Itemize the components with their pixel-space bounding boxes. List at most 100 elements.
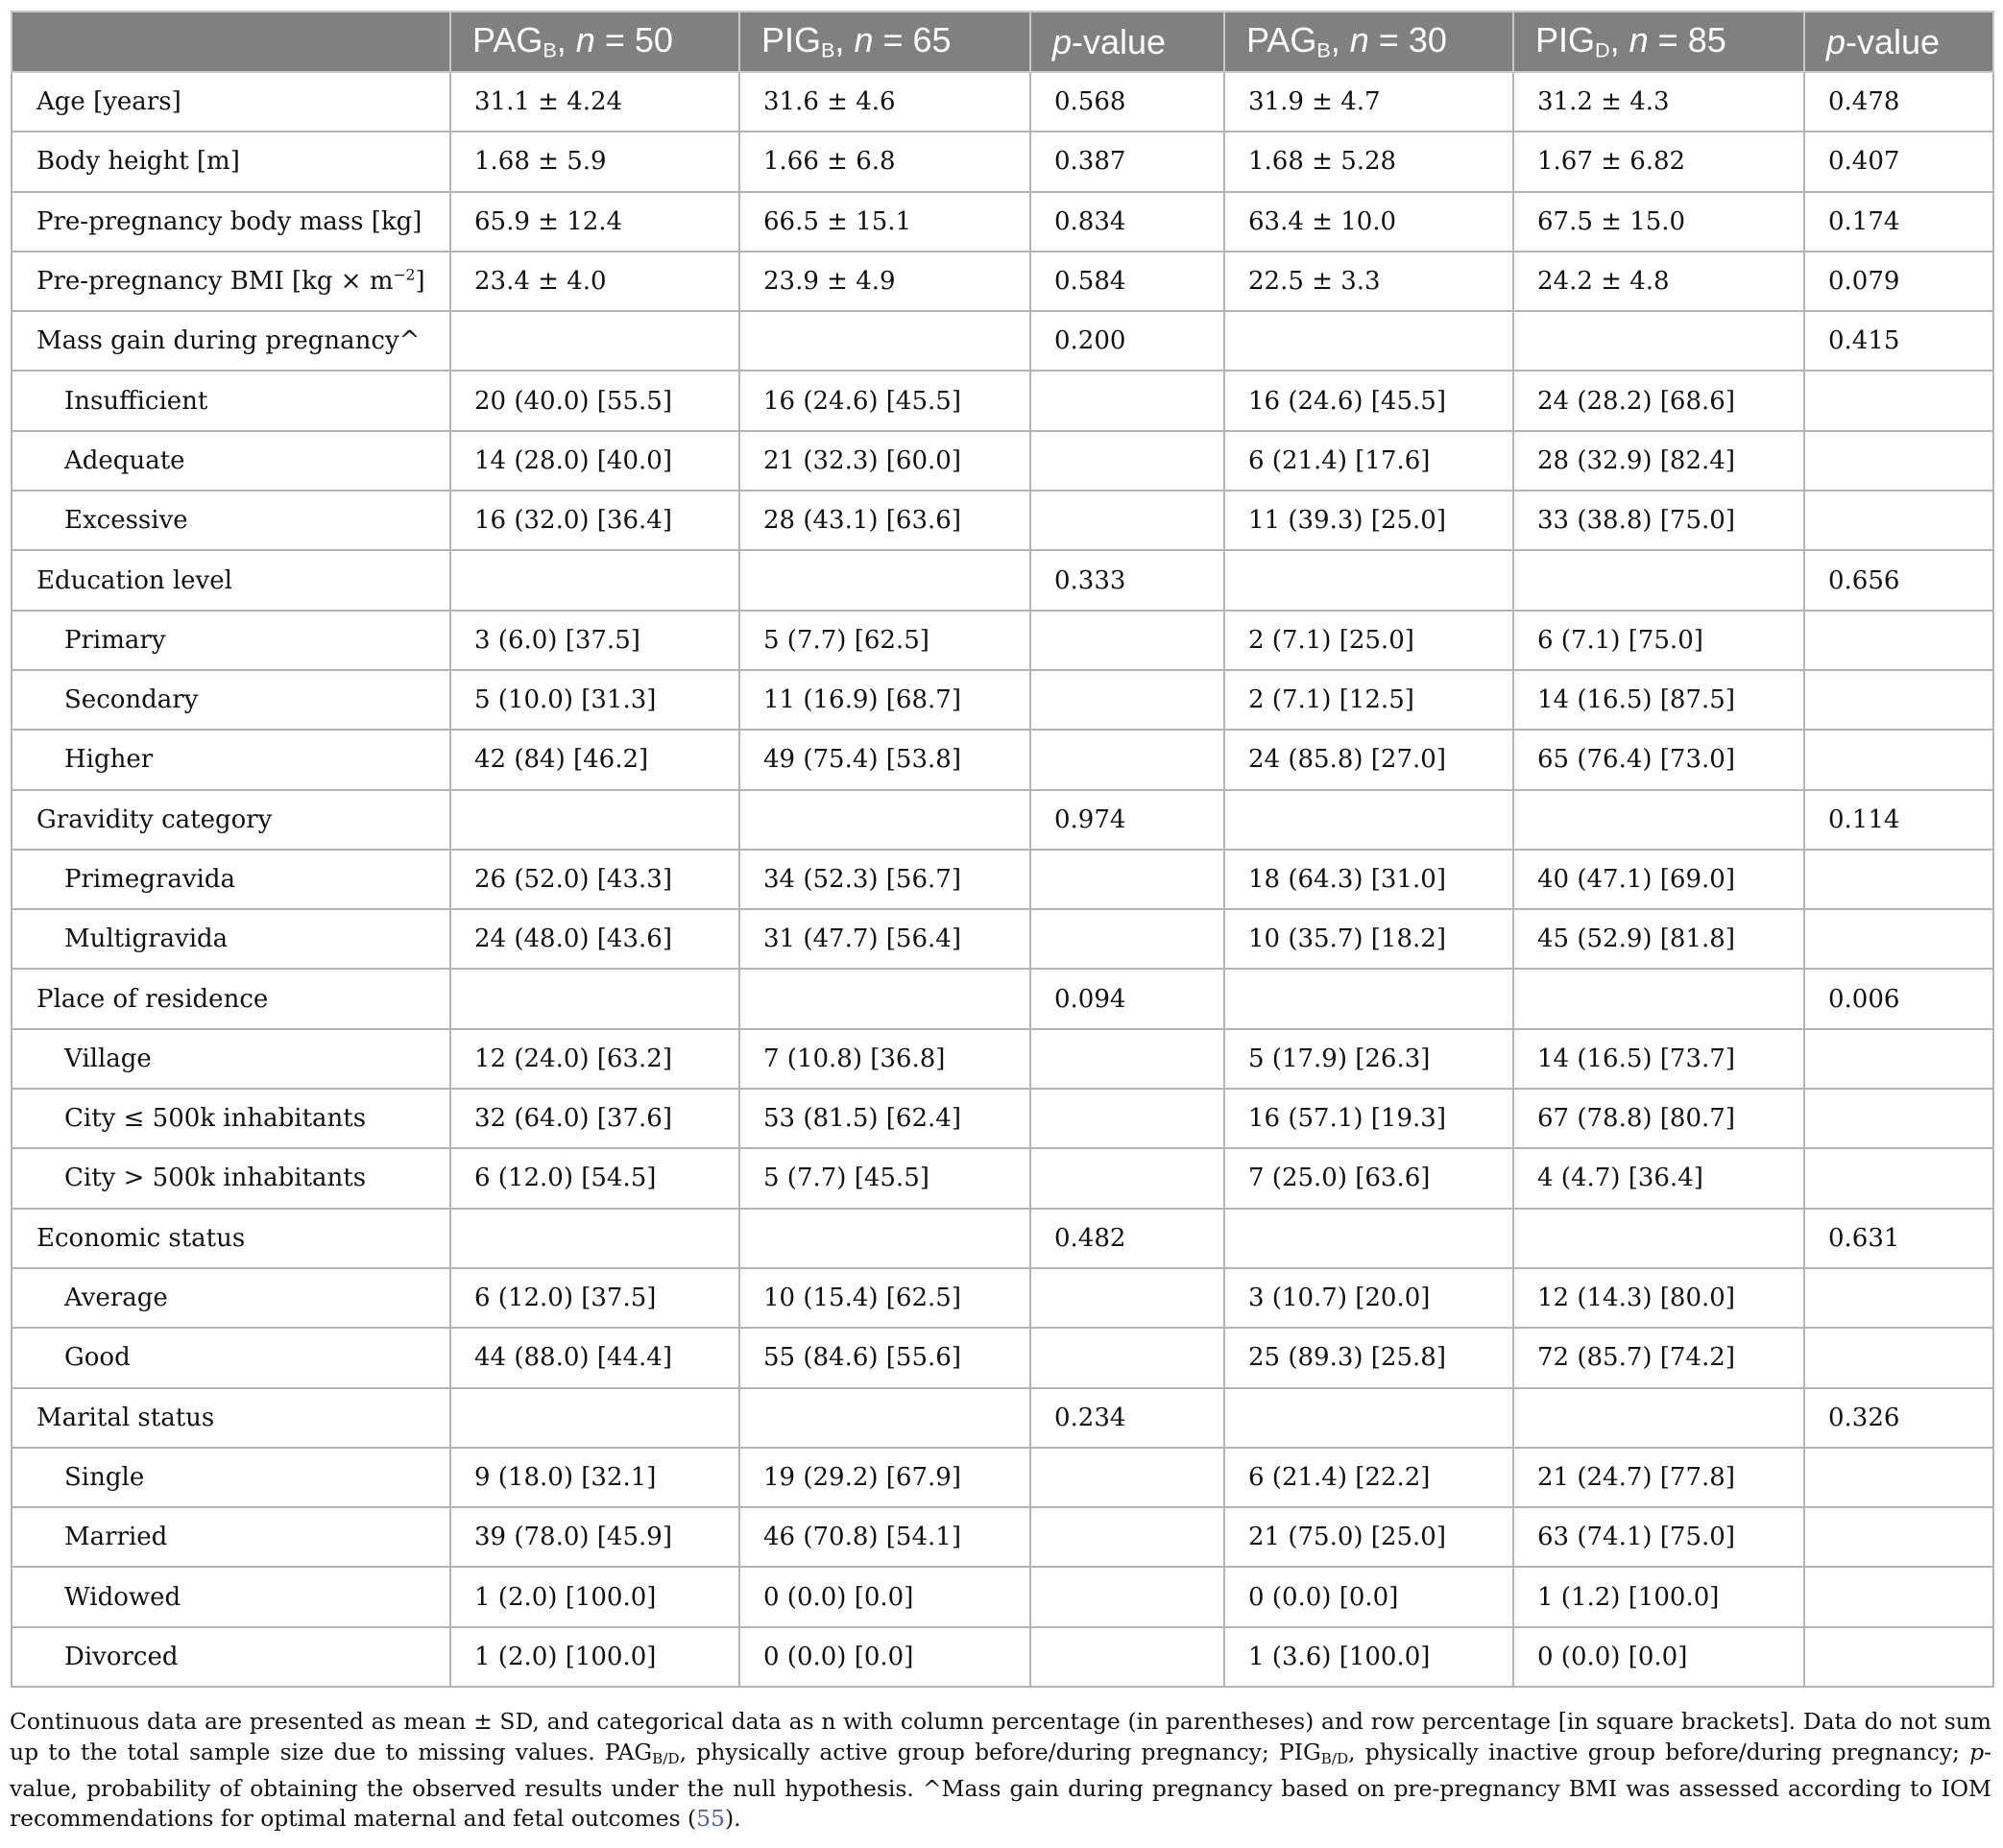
- header-italic: p: [1826, 21, 1846, 61]
- row-label-text: Multigravida: [64, 924, 229, 954]
- header-text: = 65: [873, 20, 952, 60]
- value-cell: 5 (7.7) [45.5]: [738, 1147, 1031, 1210]
- value-cell: [1512, 788, 1805, 851]
- value-cell: 19 (29.2) [67.9]: [738, 1446, 1031, 1509]
- p-value-cell: [1803, 1027, 1994, 1091]
- value-cell: 16 (57.1) [19.3]: [1223, 1088, 1514, 1150]
- value-cell: 32 (64.0) [37.6]: [449, 1088, 740, 1150]
- row-label: Married: [11, 1506, 451, 1569]
- row-label: Secondary: [11, 668, 451, 732]
- row-label: Primary: [11, 609, 451, 671]
- value-cell: 12 (14.3) [80.0]: [1512, 1266, 1805, 1330]
- p-value-cell: [1803, 370, 1994, 432]
- value-cell: 67.5 ± 15.0: [1512, 190, 1805, 252]
- row-label: Age [years]: [11, 70, 451, 133]
- value-cell: 31.6 ± 4.6: [738, 70, 1031, 133]
- row-label: Marital status: [11, 1386, 451, 1449]
- value-cell: [1223, 1386, 1514, 1449]
- header-subscript: B: [1316, 37, 1331, 62]
- header-italic: n: [1629, 20, 1649, 60]
- table-subrow: Divorced 1 (2.0) [100.0] 0 (0.0) [0.0] 1 (3…: [11, 1625, 1994, 1689]
- row-label: Pre-pregnancy body mass [kg]: [11, 190, 451, 252]
- value-cell: 21 (24.7) [77.8]: [1512, 1446, 1805, 1509]
- row-label-text: Good: [64, 1343, 131, 1373]
- value-cell: 6 (21.4) [17.6]: [1223, 429, 1514, 492]
- header-p-value-2: p-value: [1803, 11, 1994, 73]
- header-row: PAGB, n = 50 PIGB, n = 65 p-value PAGB, …: [11, 11, 1994, 73]
- value-cell: 7 (25.0) [63.6]: [1223, 1147, 1514, 1210]
- value-cell: [1512, 549, 1805, 612]
- header-italic: n: [575, 20, 595, 60]
- table-row: Age [years] 31.1 ± 4.24 31.6 ± 4.6 0.568 31.…: [11, 70, 1994, 133]
- value-cell: 18 (64.3) [31.0]: [1223, 848, 1514, 911]
- value-cell: 1.68 ± 5.9: [449, 131, 740, 193]
- p-value-cell: 0.656: [1803, 549, 1994, 612]
- reference-link[interactable]: 55: [696, 1805, 725, 1833]
- value-cell: 10 (35.7) [18.2]: [1223, 908, 1514, 971]
- p-value-cell: [1803, 490, 1994, 552]
- value-cell: 6 (21.4) [22.2]: [1223, 1446, 1514, 1509]
- value-cell: 1.67 ± 6.82: [1512, 131, 1805, 193]
- row-label-text: Place of residence: [36, 984, 269, 1014]
- value-cell: [1512, 968, 1805, 1030]
- row-label: Mass gain during pregnancy^: [11, 310, 451, 372]
- value-cell: 6 (12.0) [37.5]: [449, 1266, 740, 1330]
- p-value-cell: 0.333: [1029, 549, 1225, 612]
- table-subrow: City ≤ 500k inhabitants 32 (64.0) [37.6] 5…: [11, 1088, 1994, 1150]
- p-value-cell: 0.094: [1029, 968, 1225, 1030]
- header-text: ,: [834, 20, 855, 60]
- row-label-text: Gravidity category: [36, 804, 273, 834]
- value-cell: 2 (7.1) [25.0]: [1223, 609, 1514, 671]
- footnote-text: , physically inactive group before/durin…: [1348, 1738, 1970, 1765]
- row-label: Economic status: [11, 1207, 451, 1269]
- header-italic: n: [854, 20, 874, 60]
- p-value-cell: [1029, 1625, 1225, 1689]
- table-footnote: Continuous data are presented as mean ± …: [10, 1707, 1991, 1835]
- value-cell: 1 (2.0) [100.0]: [449, 1566, 740, 1628]
- value-cell: 66.5 ± 15.1: [738, 190, 1031, 252]
- table-subrow: Excessive 16 (32.0) [36.4] 28 (43.1) [63.6…: [11, 490, 1994, 552]
- value-cell: 16 (24.6) [45.5]: [1223, 370, 1514, 432]
- value-cell: [449, 549, 740, 612]
- row-label: Multigravida: [11, 908, 451, 971]
- row-label-text: City ≤ 500k inhabitants: [64, 1104, 367, 1134]
- value-cell: 24.2 ± 4.8: [1512, 250, 1805, 313]
- value-cell: 20 (40.0) [55.5]: [449, 370, 740, 432]
- value-cell: 63.4 ± 10.0: [1223, 190, 1514, 252]
- p-value-cell: 0.482: [1029, 1207, 1225, 1269]
- header-italic: n: [1349, 20, 1369, 60]
- value-cell: [738, 1386, 1031, 1449]
- row-label: Single: [11, 1446, 451, 1509]
- value-cell: 28 (43.1) [63.6]: [738, 490, 1031, 552]
- value-cell: 63 (74.1) [75.0]: [1512, 1506, 1805, 1569]
- value-cell: 1.66 ± 6.8: [738, 131, 1031, 193]
- value-cell: [738, 788, 1031, 851]
- p-value-cell: 0.234: [1029, 1386, 1225, 1449]
- table-subrow: Village 12 (24.0) [63.2] 7 (10.8) [36.8] 5 …: [11, 1027, 1994, 1091]
- value-cell: [1223, 549, 1514, 612]
- value-cell: [738, 968, 1031, 1030]
- table-subrow: Higher 42 (84) [46.2] 49 (75.4) [53.8] 24 (…: [11, 729, 1994, 791]
- value-cell: 24 (48.0) [43.6]: [449, 908, 740, 971]
- row-label-text: Economic status: [36, 1223, 246, 1253]
- p-value-cell: [1029, 1327, 1225, 1389]
- row-label-text: Married: [64, 1523, 168, 1552]
- p-value-cell: 0.584: [1029, 250, 1225, 313]
- value-cell: 3 (6.0) [37.5]: [449, 609, 740, 671]
- p-value-cell: [1803, 848, 1994, 911]
- row-label-text: Marital status: [36, 1403, 215, 1432]
- row-label-text: Village: [64, 1044, 152, 1073]
- p-value-cell: 0.631: [1803, 1207, 1994, 1269]
- p-value-cell: 0.326: [1803, 1386, 1994, 1449]
- table-row: Body height [m] 1.68 ± 5.9 1.66 ± 6.8 0.387…: [11, 131, 1994, 193]
- value-cell: [1512, 1386, 1805, 1449]
- row-label-text: City > 500k inhabitants: [64, 1164, 367, 1193]
- footnote-text: ).: [724, 1805, 741, 1833]
- p-value-cell: [1029, 1506, 1225, 1569]
- table-subrow: City > 500k inhabitants 6 (12.0) [54.5] 5 …: [11, 1147, 1994, 1210]
- header-label-cell: [11, 11, 451, 73]
- table-subrow: Good 44 (88.0) [44.4] 55 (84.6) [55.6] 25 (…: [11, 1327, 1994, 1389]
- header-text: PIG: [1535, 20, 1596, 60]
- value-cell: 5 (7.7) [62.5]: [738, 609, 1031, 671]
- value-cell: 6 (7.1) [75.0]: [1512, 609, 1805, 671]
